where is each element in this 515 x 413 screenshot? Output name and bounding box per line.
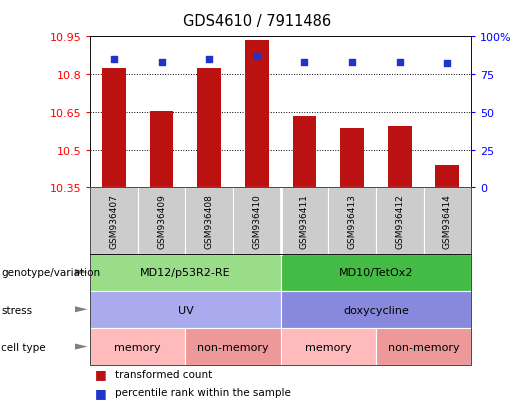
Polygon shape — [75, 269, 88, 275]
Text: non-memory: non-memory — [388, 342, 459, 352]
Text: cell type: cell type — [1, 342, 46, 352]
Text: GSM936414: GSM936414 — [443, 194, 452, 248]
Point — [205, 57, 213, 63]
Text: memory: memory — [114, 342, 161, 352]
Text: doxycycline: doxycycline — [343, 305, 409, 315]
Text: transformed count: transformed count — [115, 369, 212, 379]
Point — [443, 61, 452, 68]
Text: GSM936409: GSM936409 — [157, 194, 166, 248]
Text: MD10/TetOx2: MD10/TetOx2 — [339, 268, 413, 278]
Bar — [245, 41, 269, 188]
Bar — [150, 111, 174, 188]
Bar — [102, 69, 126, 188]
Point — [396, 59, 404, 66]
Bar — [436, 165, 459, 188]
Point — [348, 59, 356, 66]
Text: genotype/variation: genotype/variation — [1, 268, 100, 278]
Text: percentile rank within the sample: percentile rank within the sample — [115, 387, 291, 397]
Text: GSM936413: GSM936413 — [348, 194, 356, 248]
Text: GSM936412: GSM936412 — [396, 194, 404, 248]
Text: ■: ■ — [95, 367, 107, 380]
Text: GSM936411: GSM936411 — [300, 194, 309, 248]
Text: GSM936408: GSM936408 — [205, 194, 214, 248]
Text: GSM936410: GSM936410 — [252, 194, 261, 248]
Text: MD12/p53R2-RE: MD12/p53R2-RE — [140, 268, 231, 278]
Polygon shape — [75, 306, 88, 313]
Text: memory: memory — [305, 342, 352, 352]
Point — [158, 59, 166, 66]
Bar — [388, 126, 411, 188]
Text: GDS4610 / 7911486: GDS4610 / 7911486 — [183, 14, 332, 29]
Text: ■: ■ — [95, 386, 107, 399]
Text: stress: stress — [1, 305, 32, 315]
Point — [300, 59, 308, 66]
Point — [110, 57, 118, 63]
Text: GSM936407: GSM936407 — [110, 194, 118, 248]
Bar — [340, 129, 364, 188]
Bar — [293, 116, 316, 188]
Point — [253, 53, 261, 60]
Text: UV: UV — [178, 305, 193, 315]
Bar — [197, 69, 221, 188]
Text: non-memory: non-memory — [197, 342, 269, 352]
Polygon shape — [75, 344, 88, 350]
